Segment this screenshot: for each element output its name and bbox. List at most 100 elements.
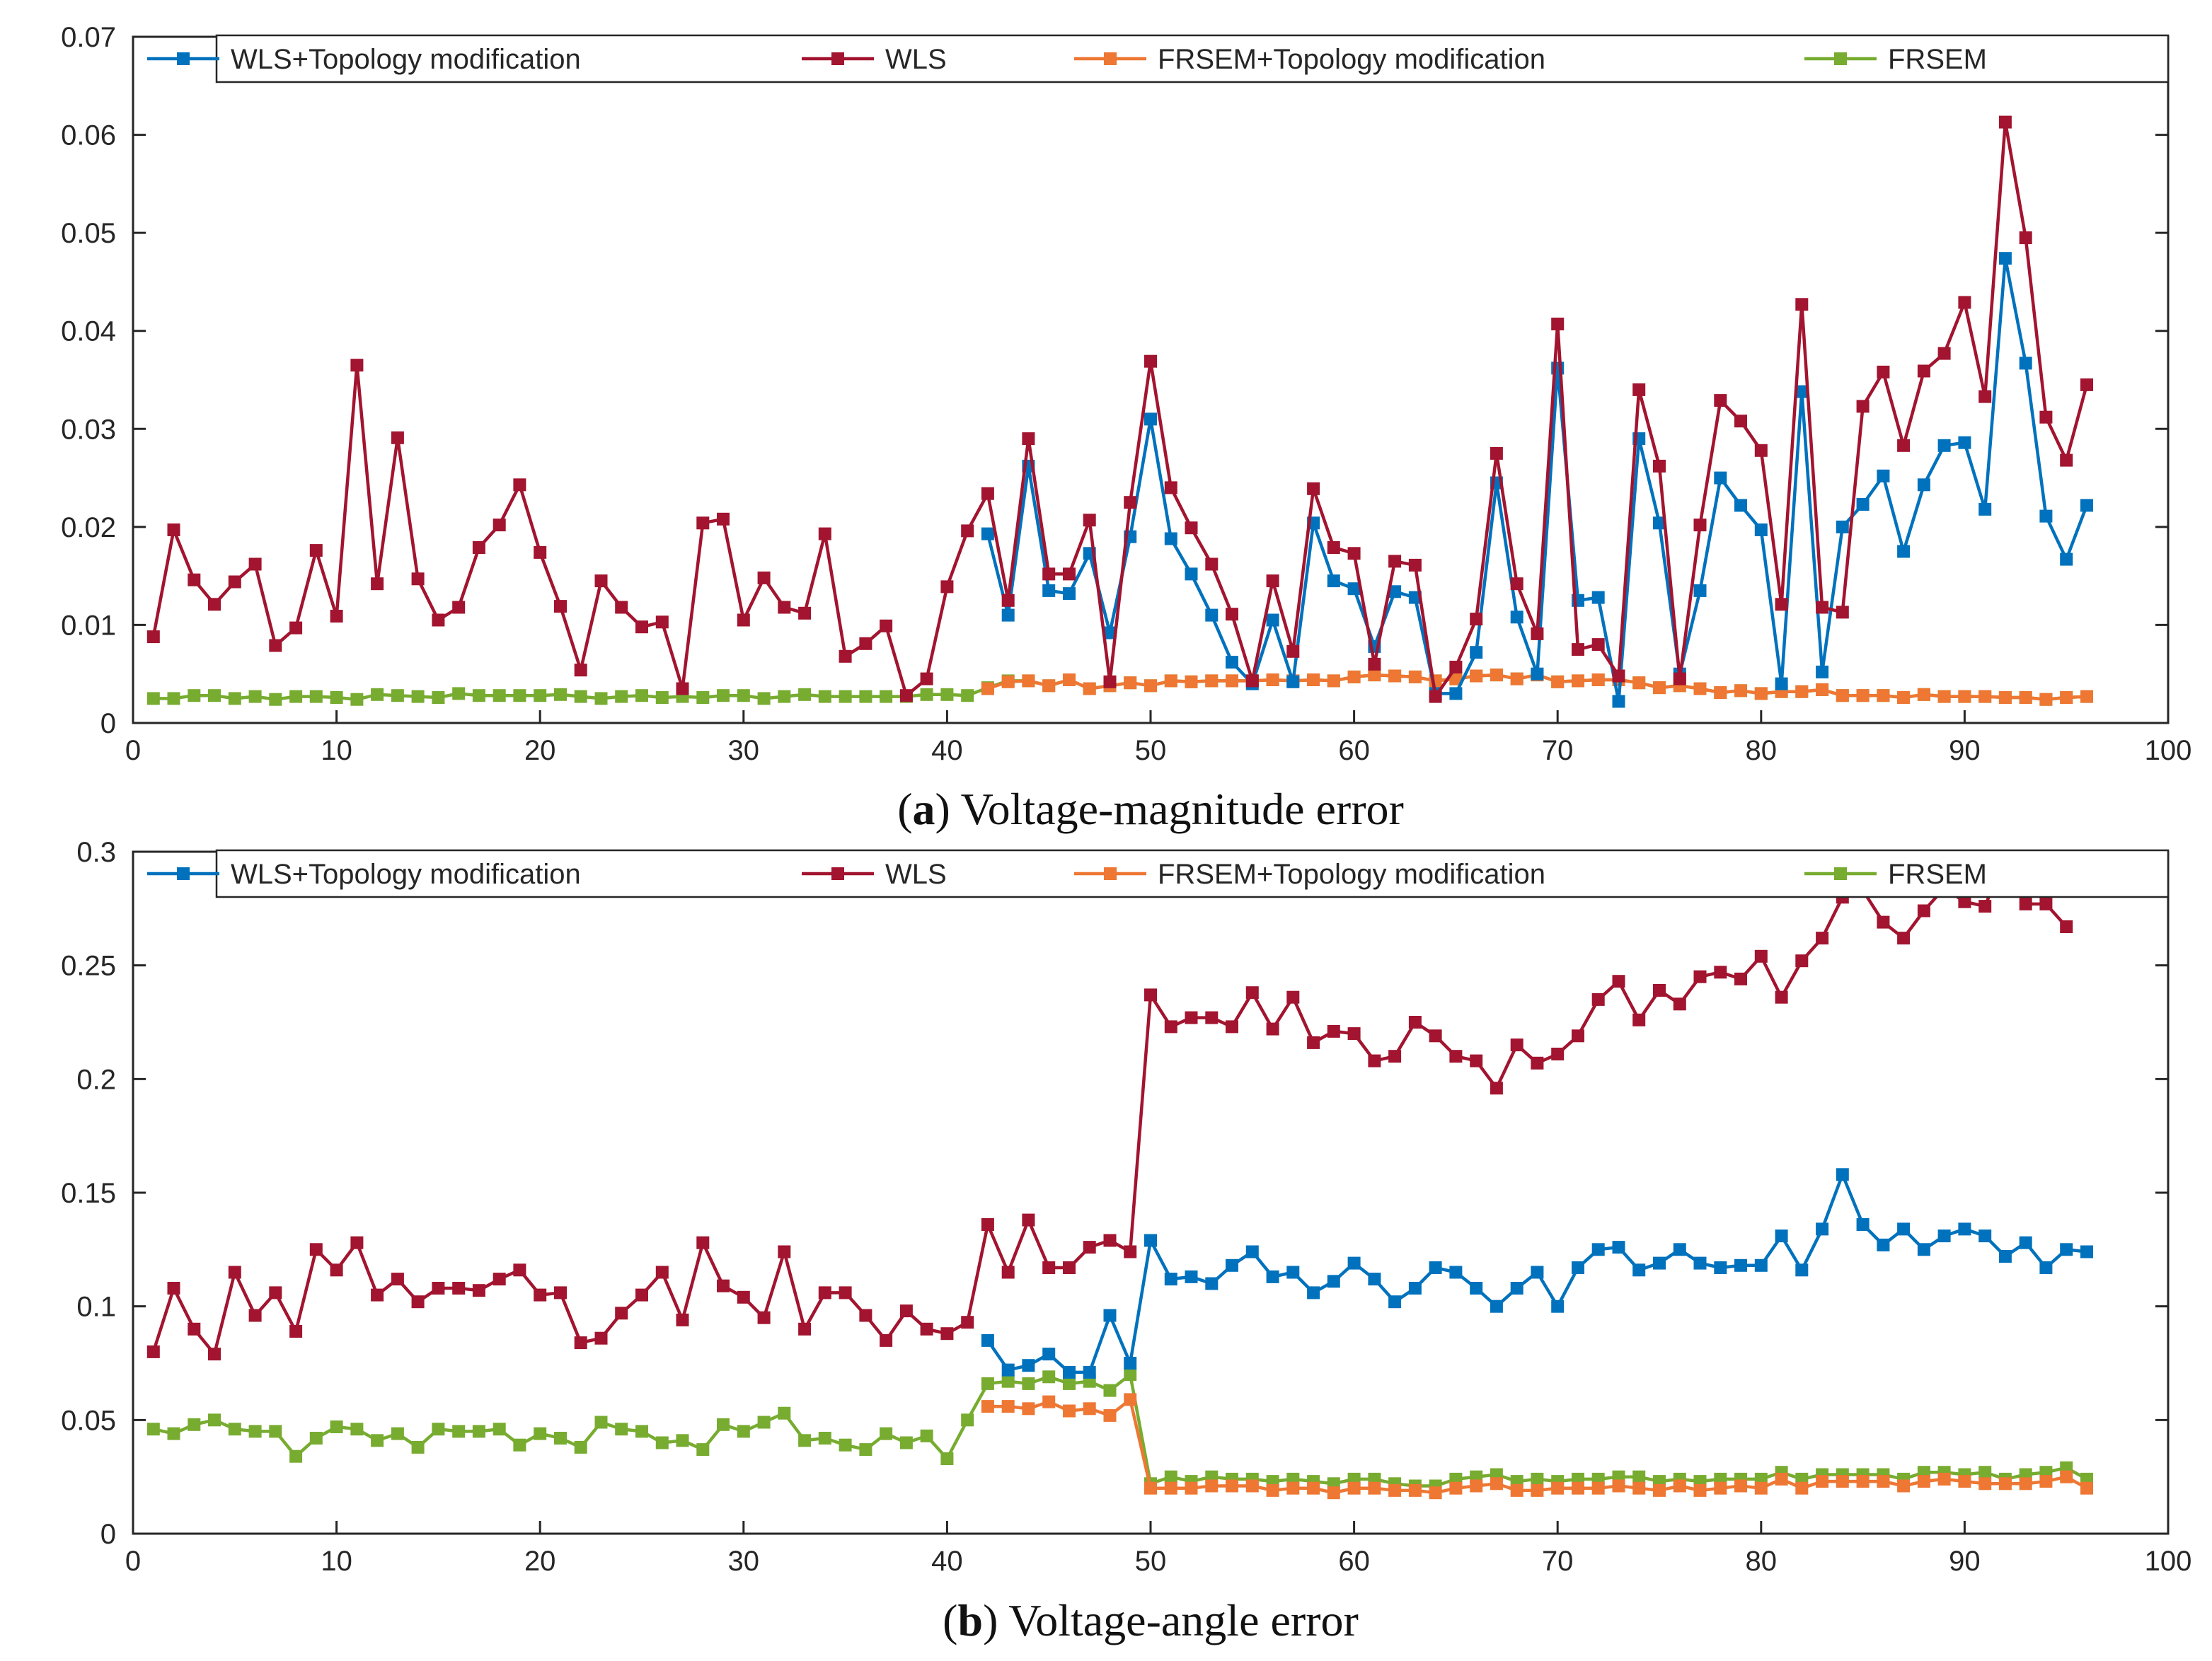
data-point-frsem bbox=[269, 1425, 282, 1438]
data-point-wls-plus-topology-modification bbox=[1286, 675, 1300, 688]
data-point-frsem bbox=[309, 690, 323, 703]
data-point-wls bbox=[1266, 1022, 1279, 1036]
data-point-frsem bbox=[574, 1440, 587, 1454]
data-point-frsem bbox=[655, 1436, 669, 1449]
data-point-wls bbox=[1693, 970, 1707, 983]
x-tick-label: 90 bbox=[1949, 1546, 1981, 1577]
caption-text: ) Voltage-angle error bbox=[983, 1595, 1359, 1645]
data-point-frsem-plus-topology-modification bbox=[1978, 1477, 1992, 1491]
data-point-wls bbox=[920, 672, 933, 685]
data-point-wls bbox=[1449, 661, 1463, 673]
data-point-wls bbox=[635, 1288, 648, 1302]
data-point-frsem-plus-topology-modification bbox=[1144, 1481, 1157, 1495]
data-point-frsem-plus-topology-modification bbox=[1693, 682, 1707, 695]
data-point-frsem bbox=[391, 689, 404, 702]
data-point-wls bbox=[1226, 1020, 1238, 1034]
y-tick-label: 0.03 bbox=[61, 414, 116, 445]
data-point-frsem bbox=[269, 693, 282, 706]
data-point-frsem bbox=[594, 692, 608, 705]
data-point-frsem-plus-topology-modification bbox=[1388, 669, 1402, 683]
data-point-frsem bbox=[717, 1418, 730, 1431]
data-point-frsem bbox=[899, 1436, 913, 1449]
data-point-wls bbox=[350, 1236, 364, 1249]
data-point-wls-plus-topology-modification bbox=[1388, 585, 1402, 598]
data-point-frsem-plus-topology-modification bbox=[1917, 688, 1930, 701]
data-point-frsem bbox=[452, 1425, 466, 1438]
data-point-wls bbox=[248, 557, 262, 571]
data-point-frsem-plus-topology-modification bbox=[1531, 1483, 1544, 1497]
data-point-frsem-plus-topology-modification bbox=[1937, 1472, 1951, 1486]
data-point-wls bbox=[2060, 920, 2073, 933]
y-tick-label: 0.15 bbox=[61, 1178, 116, 1209]
data-point-frsem bbox=[574, 690, 587, 703]
data-point-frsem bbox=[696, 691, 710, 704]
data-point-wls-plus-topology-modification bbox=[1856, 1218, 1870, 1231]
data-point-wls-plus-topology-modification bbox=[1795, 1263, 1809, 1277]
data-point-wls-plus-topology-modification bbox=[1958, 1222, 1971, 1236]
x-tick-label: 100 bbox=[2145, 735, 2192, 766]
data-point-frsem-plus-topology-modification bbox=[1266, 1483, 1279, 1497]
data-point-frsem bbox=[717, 689, 730, 702]
y-tick-label: 0.2 bbox=[76, 1064, 116, 1095]
data-point-wls-plus-topology-modification bbox=[1754, 523, 1768, 536]
data-point-frsem-plus-topology-modification bbox=[1572, 674, 1584, 688]
data-point-wls-plus-topology-modification bbox=[1266, 1270, 1279, 1283]
data-point-wls-plus-topology-modification bbox=[1347, 1256, 1361, 1270]
data-point-wls-plus-topology-modification bbox=[981, 1333, 994, 1347]
plot-area bbox=[146, 852, 2093, 1500]
data-point-frsem bbox=[554, 688, 567, 701]
data-point-wls bbox=[1408, 1016, 1422, 1029]
data-point-frsem-plus-topology-modification bbox=[1551, 675, 1565, 688]
data-point-wls bbox=[1408, 558, 1422, 572]
data-point-wls-plus-topology-modification bbox=[2039, 1261, 2053, 1274]
data-point-wls-plus-topology-modification bbox=[1917, 478, 1930, 492]
data-point-frsem bbox=[208, 1413, 221, 1427]
data-point-wls bbox=[554, 600, 567, 613]
data-point-wls bbox=[1653, 459, 1666, 473]
x-tick-label: 40 bbox=[931, 1546, 963, 1577]
data-point-wls-plus-topology-modification bbox=[1449, 687, 1463, 700]
data-point-wls bbox=[1083, 514, 1096, 527]
data-point-frsem bbox=[248, 690, 262, 703]
data-point-frsem-plus-topology-modification bbox=[1551, 1481, 1565, 1495]
data-point-wls-plus-topology-modification bbox=[1327, 574, 1340, 588]
y-tick-label: 0.07 bbox=[61, 22, 116, 53]
x-tick-label: 80 bbox=[1746, 1546, 1778, 1577]
data-point-wls-plus-topology-modification bbox=[1612, 1241, 1625, 1254]
data-point-wls-plus-topology-modification bbox=[1551, 1300, 1565, 1313]
data-point-frsem bbox=[309, 1432, 323, 1445]
data-point-wls bbox=[1653, 984, 1666, 997]
legend: WLS+Topology modification WLS FRSEM+Topolo… bbox=[147, 849, 2170, 898]
data-point-wls bbox=[1673, 997, 1686, 1011]
data-point-wls bbox=[880, 619, 893, 632]
data-point-frsem bbox=[492, 689, 506, 702]
panel-voltage-angle: 0 10 20 30 40 50 60 70 80 90 100 0 0.05 0.1 0.15 0.2 0.2… bbox=[61, 837, 2191, 1645]
data-point-wls-plus-topology-modification bbox=[1185, 1270, 1198, 1283]
x-tick-label: 100 bbox=[2145, 1546, 2192, 1577]
data-point-wls-plus-topology-modification bbox=[1022, 1359, 1035, 1372]
data-point-wls bbox=[188, 1322, 201, 1336]
data-point-frsem bbox=[737, 689, 750, 702]
data-point-wls bbox=[1103, 1234, 1117, 1247]
data-point-wls-plus-topology-modification bbox=[1388, 1295, 1402, 1309]
data-point-frsem bbox=[452, 687, 466, 700]
series-wls-plus-topology-modification bbox=[981, 252, 2093, 708]
data-point-wls bbox=[1775, 990, 1788, 1004]
y-tick-label: 0 bbox=[100, 708, 116, 739]
data-point-frsem bbox=[228, 1423, 241, 1436]
y-tick-label: 0 bbox=[100, 1519, 116, 1550]
data-point-wls bbox=[452, 601, 466, 614]
data-point-wls bbox=[1368, 657, 1381, 671]
data-point-wls-plus-topology-modification bbox=[1307, 1286, 1320, 1300]
data-point-wls-plus-topology-modification bbox=[1693, 584, 1707, 597]
data-point-frsem-plus-topology-modification bbox=[2019, 1477, 2032, 1491]
data-point-wls-plus-topology-modification bbox=[1734, 1258, 1747, 1272]
data-point-wls bbox=[818, 1286, 831, 1300]
data-point-wls bbox=[1226, 608, 1238, 621]
data-point-wls-plus-topology-modification bbox=[1836, 1168, 1849, 1181]
data-point-wls-plus-topology-modification bbox=[1877, 1238, 1890, 1251]
data-point-wls bbox=[1632, 383, 1646, 396]
data-point-frsem-plus-topology-modification bbox=[1653, 681, 1666, 695]
data-point-frsem bbox=[188, 689, 201, 702]
data-point-wls bbox=[1470, 613, 1483, 626]
